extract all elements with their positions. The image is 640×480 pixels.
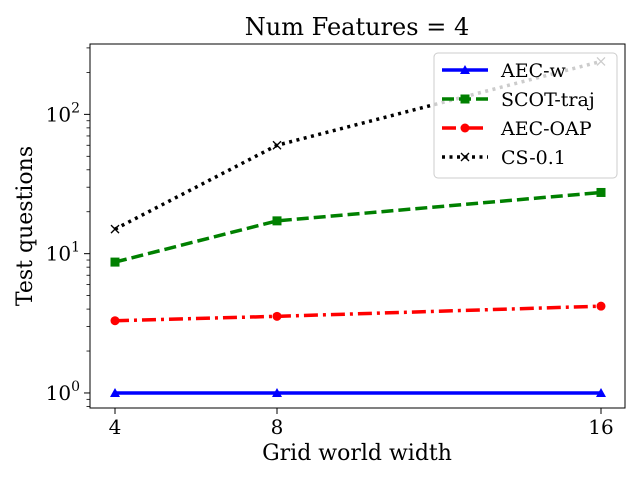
data-point	[272, 216, 282, 226]
y-axis: 100 101 102	[46, 47, 90, 407]
legend: AEC-w SCOT-traj AEC-OAP CS-0.1	[433, 52, 618, 179]
data-point	[596, 301, 606, 311]
x-tick-label: 16	[588, 415, 613, 439]
legend-marker	[460, 94, 470, 104]
y-tick-label: 101	[46, 240, 80, 266]
data-point	[596, 187, 606, 197]
y-tick-label: 102	[46, 100, 80, 126]
data-point	[110, 387, 120, 397]
data-point	[110, 224, 120, 234]
legend-marker	[460, 152, 470, 162]
legend-marker	[460, 123, 470, 133]
legend-marker	[460, 65, 470, 74]
series-line-1	[114, 190, 602, 264]
x-axis-label: Grid world width	[262, 441, 452, 466]
series-line-2	[114, 304, 602, 323]
legend-box	[433, 52, 618, 179]
data-point	[272, 387, 282, 397]
axes-frame	[89, 43, 626, 409]
legend-label: AEC-OAP	[500, 118, 592, 140]
y-axis-label: Test questions	[13, 146, 38, 306]
legend-label: AEC-w	[500, 60, 567, 82]
legend-label: CS-0.1	[501, 147, 566, 169]
data-point	[272, 140, 282, 150]
data-point	[596, 387, 606, 397]
y-tick-label: 100	[46, 379, 80, 405]
data-point	[110, 316, 120, 326]
chart-title: Num Features = 4	[245, 13, 469, 41]
x-axis: 4 8 16	[109, 408, 614, 439]
x-tick-label: 4	[109, 415, 122, 439]
x-tick-label: 8	[271, 415, 284, 439]
data-point	[272, 311, 282, 321]
data-point	[110, 257, 120, 267]
legend-label: SCOT-traj	[501, 89, 595, 111]
